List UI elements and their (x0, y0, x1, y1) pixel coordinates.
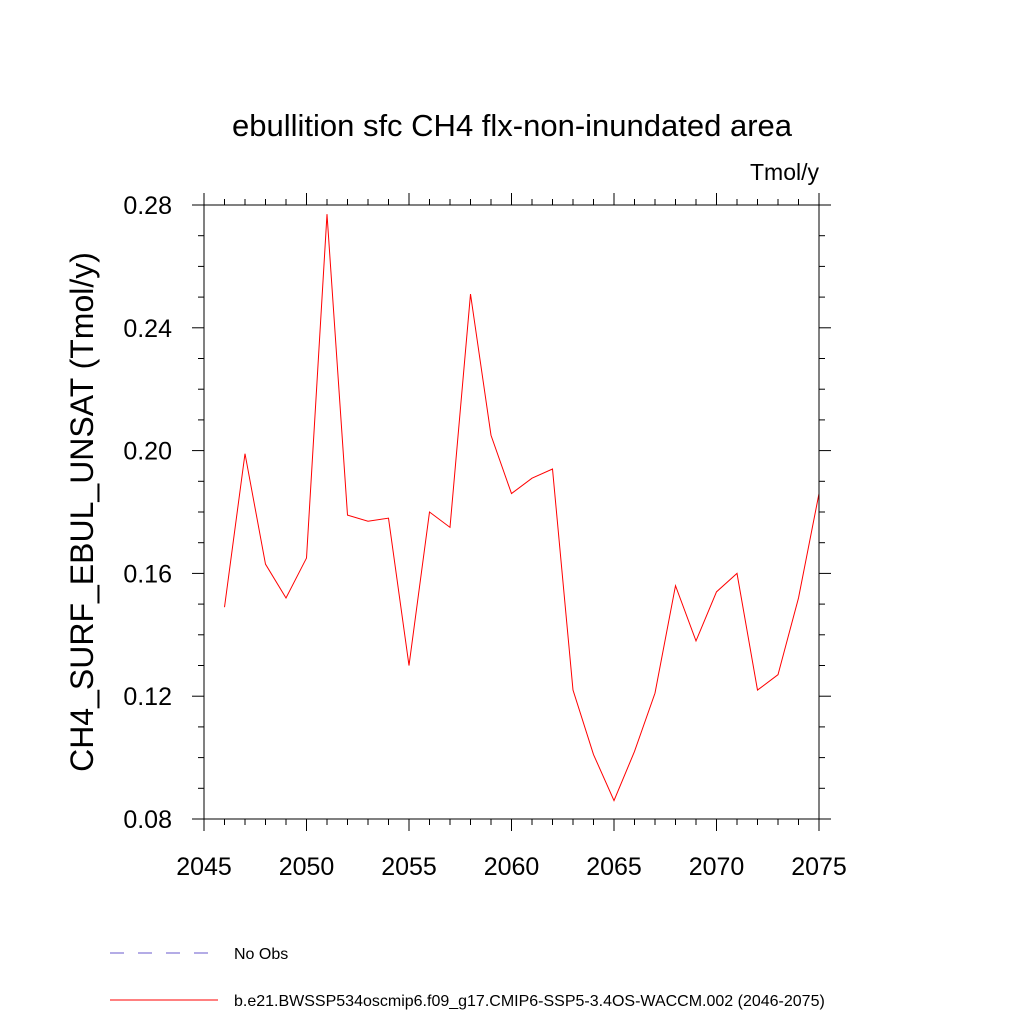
legend-label-no-obs: No Obs (234, 946, 288, 963)
y-axis-label: CH4_SURF_EBUL_UNSAT (Tmol/y) (64, 252, 100, 772)
y-tick-label: 0.16 (123, 560, 172, 588)
y-tick-label: 0.24 (123, 315, 172, 343)
legend-label-model-run: b.e21.BWSSP534oscmip6.f09_g17.CMIP6-SSP5… (234, 993, 825, 1010)
axis-ticks (192, 193, 831, 831)
x-tick-label: 2075 (791, 853, 847, 881)
y-tick-label: 0.28 (123, 192, 172, 220)
x-tick-label: 2065 (586, 853, 642, 881)
y-tick-label: 0.12 (123, 683, 172, 711)
plot-frame (203, 204, 820, 820)
y-tick-label: 0.20 (123, 438, 172, 466)
x-tick-label: 2045 (176, 853, 232, 881)
series-line-0 (224, 214, 820, 802)
axis-tick-labels: 2045 2050 2055 2060 2065 2070 2075 0.08 0.12 0.16… (123, 192, 846, 881)
x-tick-label: 2060 (484, 853, 540, 881)
chart-title: ebullition sfc CH4 flx-non-inundated are… (232, 108, 793, 143)
x-tick-label: 2050 (279, 853, 335, 881)
x-tick-label: 2055 (381, 853, 437, 881)
series-layer (224, 214, 820, 802)
y-tick-label: 0.08 (123, 806, 172, 834)
legend: No Obs b.e21.BWSSP534oscmip6.f09_g17.CMI… (110, 946, 825, 1010)
x-tick-label: 2070 (689, 853, 745, 881)
units-label: Tmol/y (750, 159, 820, 185)
